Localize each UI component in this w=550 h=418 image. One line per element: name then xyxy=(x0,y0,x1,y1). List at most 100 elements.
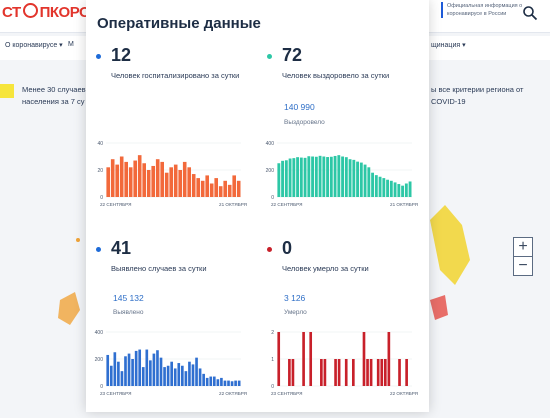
bar xyxy=(156,350,159,386)
zoom-out-button[interactable]: − xyxy=(513,256,533,276)
bar xyxy=(333,155,337,197)
bar xyxy=(120,371,124,386)
bar xyxy=(119,156,124,197)
x-tick-label-start: 22 СЕНТЯБРЯ xyxy=(100,202,131,207)
bar xyxy=(359,162,363,197)
map-dot xyxy=(76,238,80,242)
bar xyxy=(292,158,296,197)
bar xyxy=(200,180,205,197)
bar xyxy=(177,363,181,386)
nav-item-vaccination[interactable]: щинация ▾ xyxy=(431,42,466,49)
x-tick-label-end: 22 ОКТЯБРЯ xyxy=(219,391,247,396)
bar xyxy=(291,359,295,386)
bar xyxy=(288,158,292,197)
bar xyxy=(146,170,151,197)
bar xyxy=(309,332,313,386)
bar xyxy=(184,371,188,386)
bar xyxy=(142,163,146,197)
hospitalized-chart: 40 20 022 СЕНТЯБРЯ 21 ОКТЯБРЯ xyxy=(97,141,247,207)
bar xyxy=(234,380,237,386)
y-tick-label: 400 xyxy=(95,330,104,336)
bar xyxy=(299,157,303,197)
bar xyxy=(160,161,164,197)
bar xyxy=(397,184,401,197)
bar xyxy=(314,156,318,197)
bar xyxy=(378,176,382,197)
bar xyxy=(369,359,373,386)
bar xyxy=(387,332,391,386)
total-label: Выздоровело xyxy=(284,119,325,126)
total-label: Выявлено xyxy=(113,309,144,316)
bar xyxy=(329,156,333,197)
bar xyxy=(181,365,184,386)
cases-chart: 400 200 023 СЕНТЯБРЯ 22 ОКТЯБРЯ xyxy=(95,330,247,396)
bar xyxy=(405,359,408,386)
search-icon[interactable] xyxy=(522,5,538,21)
bar xyxy=(303,157,307,197)
y-tick-label: 0 xyxy=(271,384,274,390)
bar xyxy=(220,377,223,386)
nav-item-m[interactable]: М xyxy=(68,41,74,48)
map-region-yellow xyxy=(430,205,470,285)
zoom-in-button[interactable]: + xyxy=(513,237,533,257)
bar xyxy=(398,359,401,386)
bar xyxy=(284,160,288,197)
bar xyxy=(149,360,152,386)
total-label: Умерло xyxy=(284,309,307,316)
legend-swatch-yellow xyxy=(0,84,14,98)
bar xyxy=(137,155,142,197)
bar xyxy=(323,359,327,386)
bar xyxy=(311,156,314,197)
bar xyxy=(182,161,187,197)
map-region-red xyxy=(430,295,448,320)
stat-label: Выявлено случаев за сутки xyxy=(111,264,207,273)
region-criteria-text: ы все критерии региона от COVID-19 xyxy=(431,85,524,106)
bar xyxy=(124,356,127,386)
stat-value: 72 xyxy=(282,45,303,65)
recovered-chart: 400 200 022 СЕНТЯБРЯ 21 ОКТЯБРЯ xyxy=(266,141,418,207)
bar xyxy=(195,357,198,386)
bar xyxy=(106,167,110,197)
bar xyxy=(209,376,213,386)
y-tick-label: 40 xyxy=(97,141,103,147)
bar xyxy=(389,180,393,197)
x-tick-label-end: 21 ОКТЯБРЯ xyxy=(390,202,418,207)
bar xyxy=(296,157,299,197)
bar xyxy=(178,170,182,197)
y-tick-label: 0 xyxy=(100,384,103,390)
bar xyxy=(374,175,378,197)
bar xyxy=(227,380,230,386)
bar xyxy=(170,361,173,386)
bar xyxy=(205,377,209,386)
stat-label: Человек госпитализировано за сутки xyxy=(111,71,240,80)
y-tick-label: 20 xyxy=(97,168,103,174)
card-title: Оперативные данные xyxy=(97,15,261,32)
bar xyxy=(371,172,374,197)
bar xyxy=(202,373,205,386)
map-region-orange xyxy=(58,292,80,325)
legend-text-left: Менее 30 случаев населения за 7 су xyxy=(22,85,86,106)
bar xyxy=(106,354,110,386)
deaths-chart: 2 1 023 СЕНТЯБРЯ 22 ОКТЯБРЯ xyxy=(271,330,418,396)
bar xyxy=(159,357,163,386)
bar xyxy=(383,359,387,386)
bar xyxy=(214,178,218,197)
x-tick-label-end: 22 ОКТЯБРЯ xyxy=(390,391,418,396)
stat-dot xyxy=(267,247,272,252)
bar xyxy=(393,182,397,197)
bar xyxy=(404,183,408,197)
bar xyxy=(163,367,166,386)
bar xyxy=(380,359,384,386)
nav-item-about[interactable]: О коронавирусе ▾ xyxy=(5,42,63,49)
bar xyxy=(173,368,177,386)
bar xyxy=(124,161,128,197)
stat-label: Человек умерло за сутки xyxy=(282,264,369,273)
x-tick-label-start: 23 СЕНТЯБРЯ xyxy=(100,391,131,396)
bar xyxy=(281,160,284,197)
bar xyxy=(216,379,220,386)
bar xyxy=(337,155,341,197)
bar xyxy=(236,180,241,197)
bar xyxy=(230,381,234,386)
bar xyxy=(196,178,200,197)
bar xyxy=(348,159,352,197)
